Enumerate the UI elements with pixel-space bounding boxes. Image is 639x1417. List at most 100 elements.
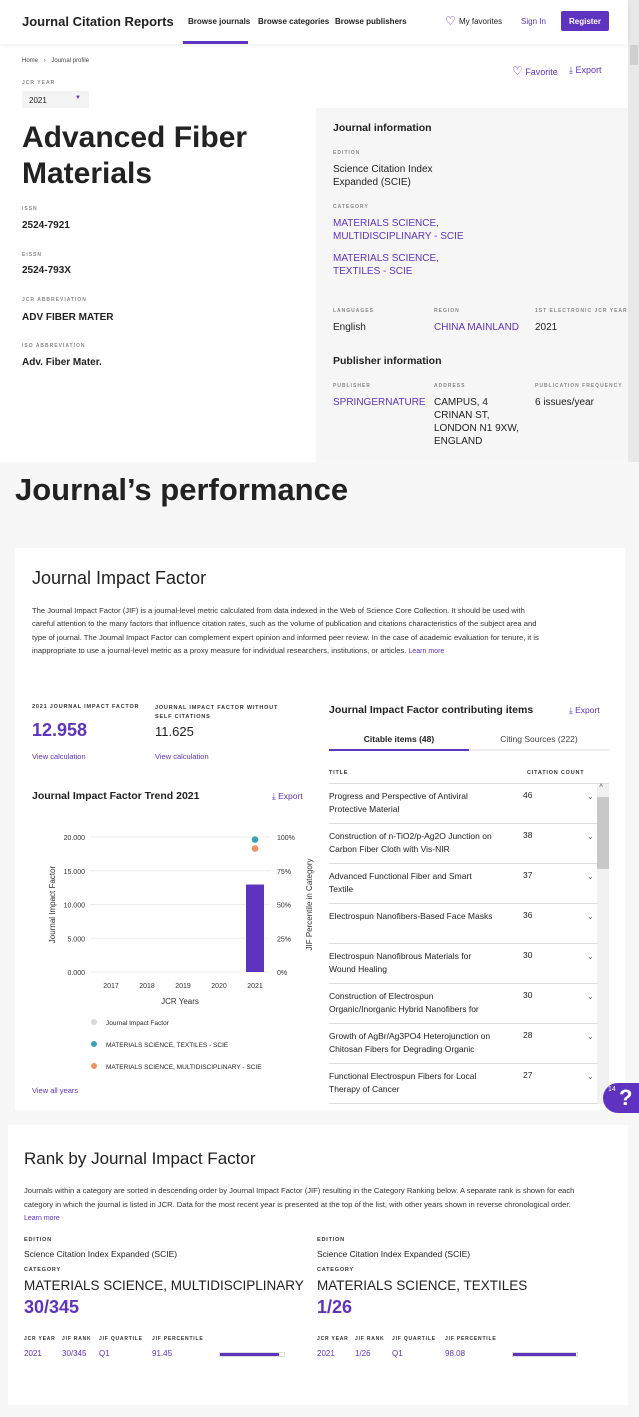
journal-title-line: Materials: [22, 157, 153, 190]
region-label: REGION: [434, 308, 460, 314]
learn-more-link[interactable]: Learn more: [24, 1215, 60, 1222]
rank-percentile: 91.45: [152, 1349, 173, 1358]
chevron-down-icon[interactable]: ⌄: [587, 1072, 594, 1081]
category-name: MATERIALS SCIENCE, TEXTILES: [317, 1278, 528, 1293]
top-nav: Journal Citation Reports Browse journals…: [0, 0, 628, 44]
rank-column-header: JIF QUARTILE: [392, 1336, 436, 1342]
item-title[interactable]: Advanced Functional Fiber and Smart Texti…: [329, 870, 514, 896]
first-jcr-year-label: 1ST ELECTRONIC JCR YEAR: [535, 308, 628, 314]
percentile-bar-fill: [513, 1353, 576, 1356]
chevron-down-icon[interactable]: ⌄: [587, 992, 594, 1001]
category-label: CATEGORY: [24, 1267, 61, 1273]
table-row[interactable]: Growth of AgBr/Ag3PO4 Heterojunction on C…: [329, 1024, 599, 1064]
category-link-multidisciplinary[interactable]: MATERIALS SCIENCE, MULTIDISCIPLINARY - SC…: [333, 217, 464, 243]
chevron-down-icon[interactable]: ⌄: [587, 792, 594, 801]
export-label: Export: [575, 705, 600, 715]
export-button[interactable]: ⤓ Export: [569, 65, 602, 76]
list-scrollbar-thumb[interactable]: [597, 797, 609, 869]
tab-citable-items[interactable]: Citable items (48): [329, 730, 469, 751]
item-title[interactable]: Electrospun Nanofibrous Materials for Wou…: [329, 950, 514, 976]
jif-card: Journal Impact Factor The Journal Impact…: [15, 548, 625, 1110]
item-title-line: Progress and Perspective of Antiviral: [329, 791, 468, 801]
sign-in-link[interactable]: Sign In: [521, 17, 546, 26]
rank-column-header: JIF RANK: [62, 1336, 92, 1342]
table-row[interactable]: Construction of Electrospun Organic/Inorg…: [329, 984, 599, 1024]
table-row[interactable]: Electrospun Nanofibrous Materials for Wou…: [329, 944, 599, 984]
rank-description: Journals within a category are sorted in…: [24, 1184, 584, 1226]
rank-jif-rank: 1/26: [355, 1349, 371, 1358]
category-link-textiles[interactable]: MATERIALS SCIENCE, TEXTILES - SCIE: [333, 252, 439, 278]
register-button[interactable]: Register: [561, 11, 609, 31]
chevron-down-icon[interactable]: ⌄: [587, 1032, 594, 1041]
citation-count: 28: [523, 1030, 533, 1040]
item-title-line: Chitosan Fibers for Degrading Organic: [329, 1044, 475, 1054]
item-title-line: Carbon Fiber Cloth with Vis-NIR: [329, 844, 450, 854]
my-favorites-link[interactable]: My favorites: [459, 17, 503, 26]
rank-card: Rank by Journal Impact Factor Journals w…: [8, 1125, 628, 1405]
legend-swatch: [91, 1019, 97, 1025]
item-title[interactable]: Growth of AgBr/Ag3PO4 Heterojunction on C…: [329, 1030, 514, 1056]
chevron-down-icon[interactable]: ⌄: [587, 952, 594, 961]
item-title-line: Electrospun Nanofibrous Materials for: [329, 951, 472, 961]
scrollbar[interactable]: [628, 0, 639, 462]
trend-title: Journal Impact Factor Trend 2021: [32, 790, 200, 802]
item-title-line: Growth of AgBr/Ag3PO4 Heterojunction on: [329, 1031, 491, 1041]
chevron-down-icon[interactable]: ⌄: [587, 832, 594, 841]
scroll-up-icon[interactable]: ˄: [599, 783, 604, 790]
view-calculation-link[interactable]: View calculation: [155, 752, 209, 761]
tab-citing-sources[interactable]: Citing Sources (222): [500, 734, 578, 744]
breadcrumb-home[interactable]: Home: [22, 58, 39, 64]
item-title[interactable]: Functional Electrospun Fibers for Local T…: [329, 1070, 514, 1096]
item-title-line: Protective Material: [329, 804, 400, 814]
scrollbar-thumb[interactable]: [630, 45, 638, 65]
table-row[interactable]: Progress and Perspective of Antiviral Pro…: [329, 784, 599, 824]
nav-browse-publishers[interactable]: Browse publishers: [335, 17, 407, 26]
y2-axis-label: JIF Percentile in Category: [305, 858, 314, 950]
table-row[interactable]: Functional Electrospun Fibers for Local T…: [329, 1064, 599, 1104]
rank-year: 2021: [317, 1349, 335, 1358]
x-tick-label: 2021: [247, 983, 263, 990]
nav-browse-categories[interactable]: Browse categories: [258, 17, 330, 26]
eissn-label: EISSN: [22, 252, 43, 258]
export-label: Export: [575, 65, 602, 75]
view-calculation-link[interactable]: View calculation: [32, 752, 86, 761]
citation-count: 30: [523, 950, 533, 960]
heart-icon[interactable]: ♡: [445, 14, 456, 28]
journal-title: Advanced Fiber Materials: [22, 120, 247, 192]
table-row[interactable]: Electrospun Nanofibers-Based Face Masks 3…: [329, 904, 599, 944]
nav-browse-journals[interactable]: Browse journals: [188, 17, 251, 26]
brand-logo[interactable]: Journal Citation Reports: [22, 14, 174, 29]
rank-category-card: EDITION Science Citation Index Expanded …: [24, 1237, 304, 1397]
contributing-export-button[interactable]: ⤓ Export: [569, 705, 600, 716]
edition-value: Science Citation Index Expanded (SCIE): [333, 163, 433, 189]
table-row[interactable]: Construction of n-TiO2/p-Ag2O Junction o…: [329, 824, 599, 864]
jcr-abbreviation-label: JCR ABBREVIATION: [22, 297, 87, 303]
jif-value: 12.958: [32, 720, 88, 740]
item-title[interactable]: Construction of Electrospun Organic/Inorg…: [329, 990, 514, 1016]
chevron-down-icon[interactable]: ⌄: [587, 872, 594, 881]
help-badge: 14: [608, 1086, 616, 1093]
item-title[interactable]: Progress and Perspective of Antiviral Pro…: [329, 790, 514, 816]
item-title[interactable]: Electrospun Nanofibers-Based Face Masks: [329, 910, 514, 923]
trend-export-button[interactable]: ⤓ Export: [272, 791, 303, 802]
chevron-down-icon[interactable]: ⌄: [587, 912, 594, 921]
learn-more-link[interactable]: Learn more: [408, 647, 445, 655]
export-label: Export: [278, 791, 303, 801]
favorite-button[interactable]: ♡ Favorite: [512, 64, 558, 78]
address-line: CRINAN ST,: [434, 410, 490, 421]
address-label: ADDRESS: [434, 383, 466, 389]
publisher-link[interactable]: SPRINGERNATURE: [333, 397, 426, 408]
contributing-items-title: Journal Impact Factor contributing items: [329, 704, 534, 716]
rank-category-card: EDITION Science Citation Index Expanded …: [317, 1237, 597, 1397]
journal-information-title: Journal information: [333, 122, 432, 134]
languages-value: English: [333, 322, 366, 333]
item-title[interactable]: Construction of n-TiO2/p-Ag2O Junction o…: [329, 830, 514, 856]
view-all-years-link[interactable]: View all years: [32, 1086, 79, 1095]
y2-tick-label: 100%: [277, 835, 295, 842]
jcr-year-select[interactable]: 2021 ▼: [22, 91, 89, 108]
help-button[interactable]: 14 ?: [603, 1083, 639, 1113]
table-row[interactable]: Advanced Functional Fiber and Smart Texti…: [329, 864, 599, 904]
eissn-value: 2524-793X: [22, 265, 71, 276]
region-link[interactable]: CHINA MAINLAND: [434, 322, 520, 333]
jcr-year-label: JCR YEAR: [22, 80, 56, 86]
